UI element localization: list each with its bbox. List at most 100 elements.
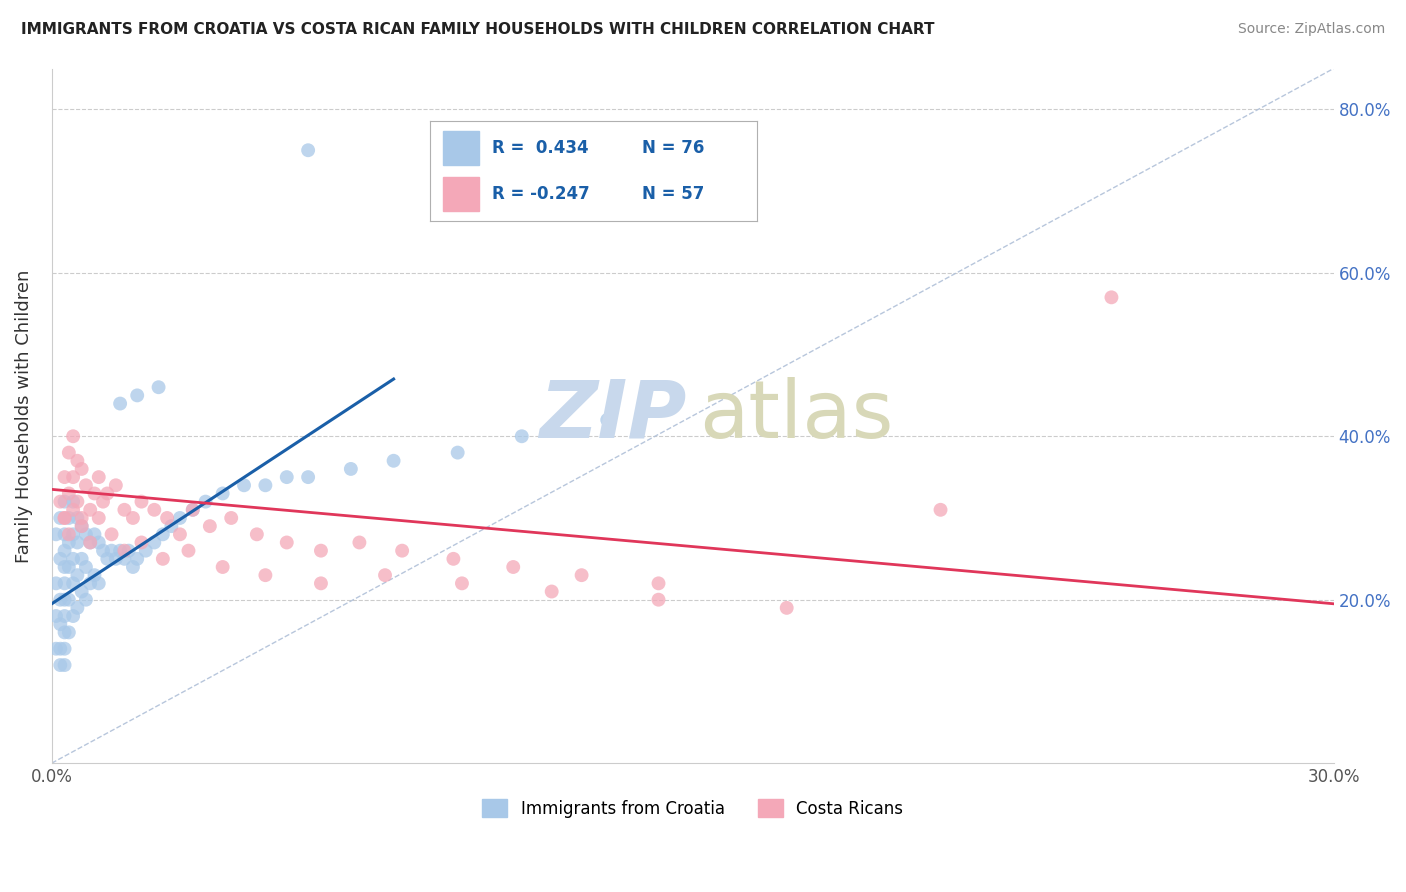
Point [53,527,76,541]
Point [391,543,413,558]
Point [91,543,114,558]
Point [647,592,669,607]
Point [169,527,191,541]
Point [233,478,256,492]
Point [87,576,110,591]
Text: Source: ZipAtlas.com: Source: ZipAtlas.com [1237,22,1385,37]
Point [49,494,72,508]
Point [70,519,93,533]
Point [122,560,145,574]
Point [309,576,332,591]
Point [96,551,118,566]
Point [58,625,80,640]
Point [70,584,93,599]
Point [198,519,221,533]
Point [58,527,80,541]
Point [211,560,233,574]
Point [181,503,204,517]
Point [374,568,396,582]
Point [53,609,76,624]
Point [211,486,233,500]
Point [152,551,174,566]
Point [49,641,72,656]
Point [254,568,277,582]
Point [83,527,105,541]
Point [66,511,89,525]
Point [87,470,110,484]
Point [53,576,76,591]
Point [62,503,84,517]
Point [53,592,76,607]
Point [75,527,97,541]
Point [100,543,122,558]
Point [53,543,76,558]
Point [1101,290,1123,304]
Point [297,470,319,484]
Point [104,478,127,492]
Point [118,543,141,558]
Point [219,511,242,525]
Point [49,658,72,673]
Point [53,494,76,508]
Point [66,568,89,582]
Point [53,470,76,484]
Point [62,609,84,624]
Point [66,535,89,549]
Point [75,592,97,607]
Point [108,396,131,410]
Point [91,494,114,508]
Point [246,527,269,541]
Point [112,543,135,558]
Point [152,527,174,541]
Point [58,486,80,500]
Point [382,454,405,468]
Point [596,413,619,427]
Point [297,143,319,157]
Point [79,535,101,549]
Point [53,625,76,640]
Point [53,511,76,525]
Point [62,429,84,443]
Point [49,592,72,607]
Point [181,503,204,517]
Point [70,551,93,566]
Point [87,511,110,525]
Point [45,641,67,656]
Legend: Immigrants from Croatia, Costa Ricans: Immigrants from Croatia, Costa Ricans [475,793,910,824]
Point [112,551,135,566]
Point [143,535,166,549]
Point [83,486,105,500]
Point [66,494,89,508]
Point [53,658,76,673]
Point [62,551,84,566]
Point [143,503,166,517]
Point [194,494,217,508]
Point [276,470,298,484]
Point [58,560,80,574]
Point [112,503,135,517]
Point [75,560,97,574]
Point [75,478,97,492]
Point [49,511,72,525]
Point [53,560,76,574]
Point [169,511,191,525]
Point [131,494,153,508]
Point [122,511,145,525]
Point [451,576,474,591]
Point [349,535,371,549]
Y-axis label: Family Households with Children: Family Households with Children [15,269,32,563]
Point [309,543,332,558]
Point [127,551,149,566]
Point [929,503,952,517]
Point [254,478,277,492]
Point [45,576,67,591]
Point [45,527,67,541]
Point [58,445,80,459]
Point [447,445,470,459]
Point [776,600,799,615]
Point [66,600,89,615]
Point [127,388,149,402]
Point [58,535,80,549]
Point [540,584,562,599]
Point [49,617,72,632]
